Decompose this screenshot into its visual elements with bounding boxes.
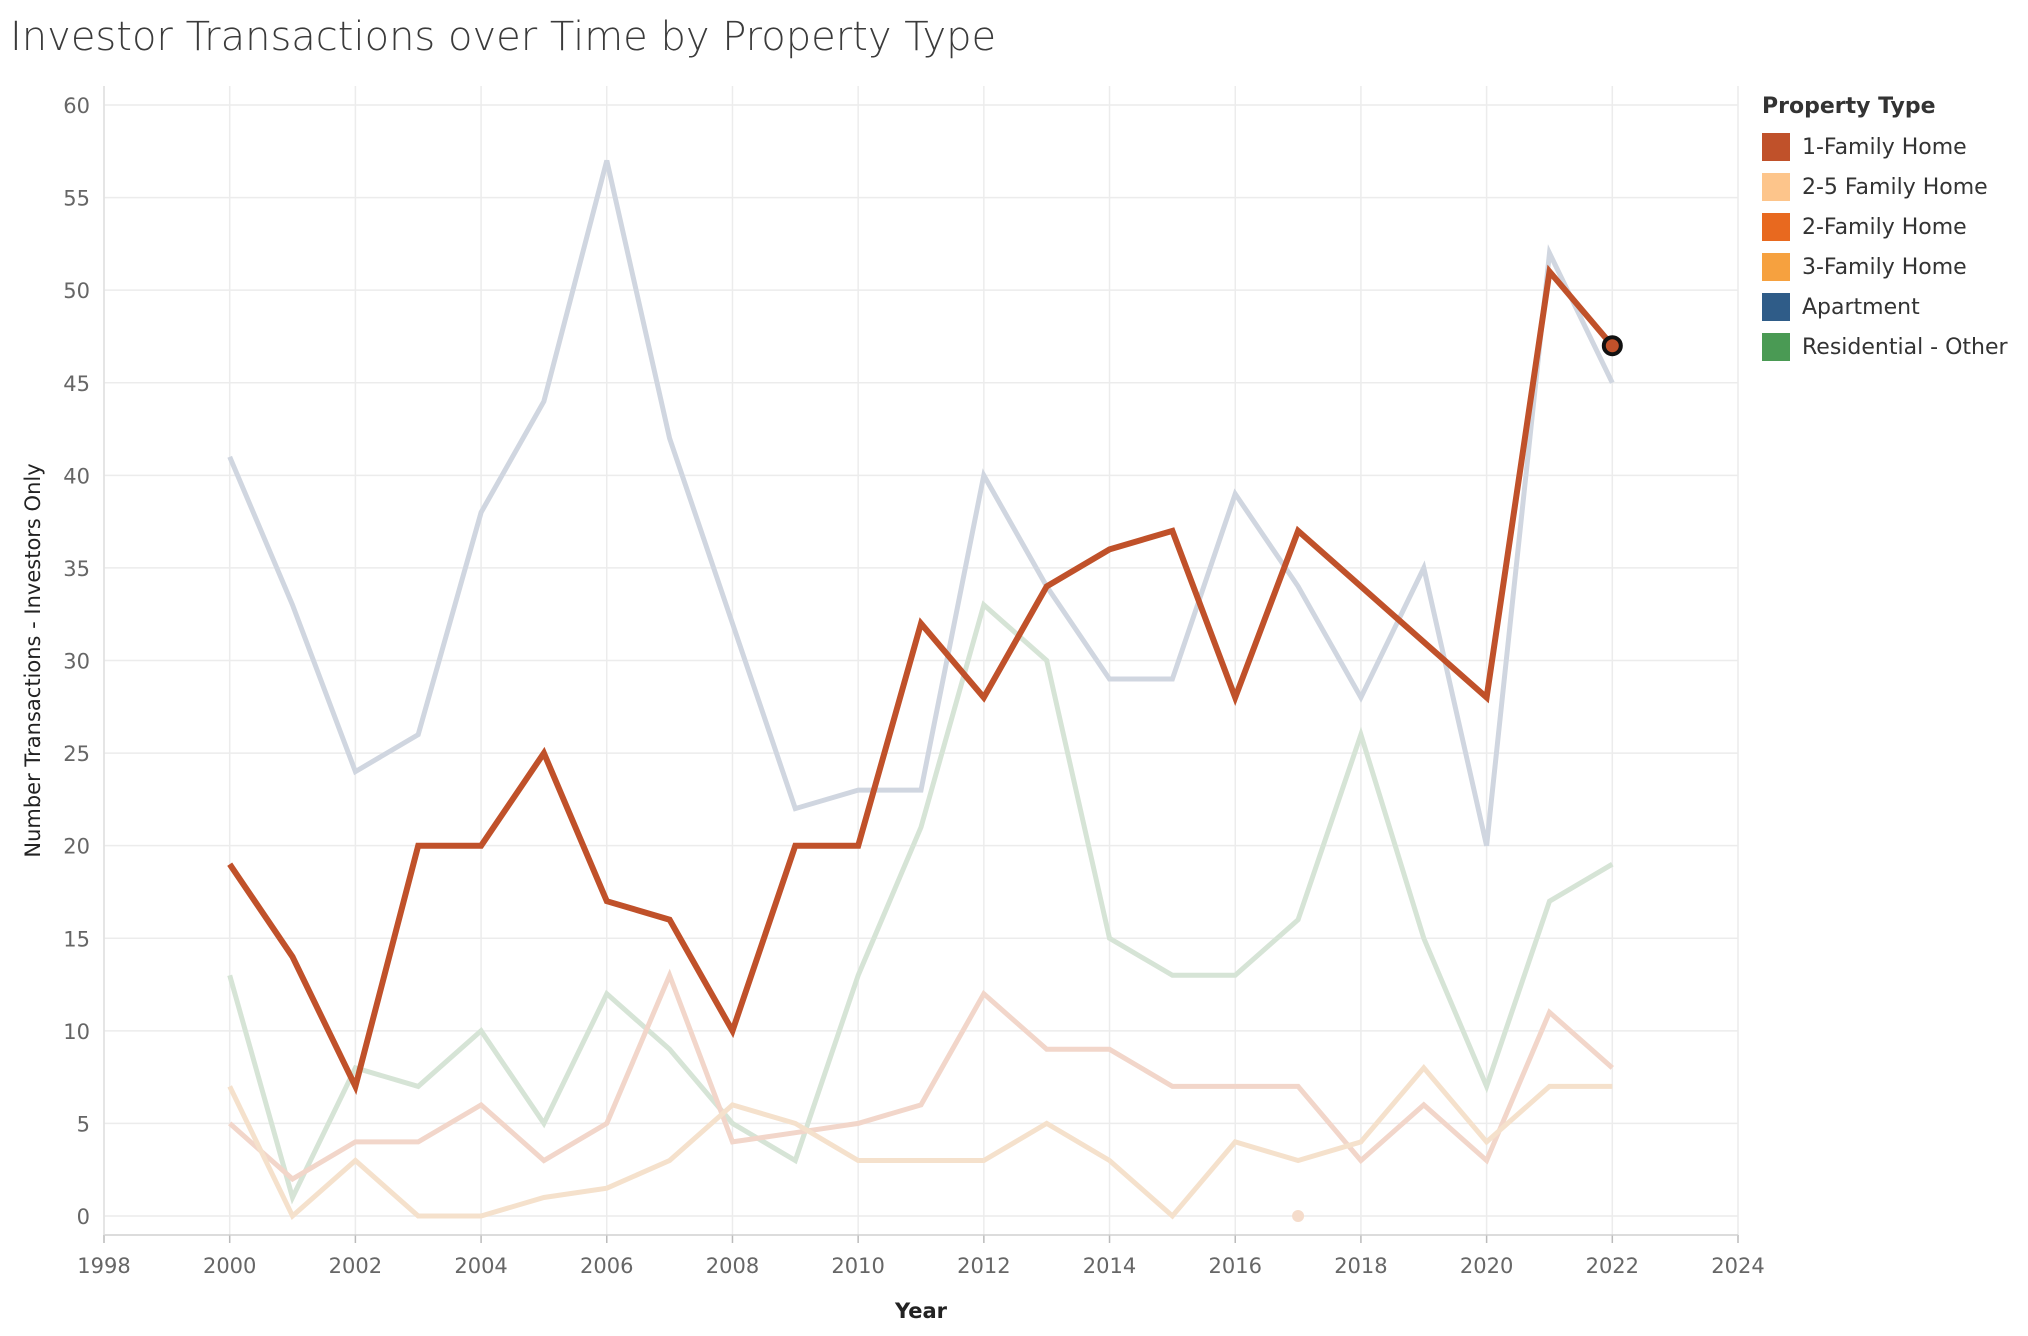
axes: 0 5 10 15 20 25 30 35 40 45 50 55 60 1998 2000 2002 2004… <box>63 86 1765 1278</box>
x-tick-label: 2000 <box>203 1254 256 1278</box>
y-tick-label: 50 <box>63 279 90 303</box>
y-tick-label: 35 <box>63 557 90 581</box>
series-markers <box>1292 335 1623 1222</box>
y-tick-label: 25 <box>63 742 90 766</box>
legend-label: Residential - Other <box>1802 334 2008 360</box>
y-tick-label: 0 <box>77 1205 90 1229</box>
legend-swatch <box>1762 253 1790 281</box>
x-tick-label: 2020 <box>1460 1254 1513 1278</box>
y-tick-label: 30 <box>63 650 90 674</box>
x-tick-label: 2022 <box>1586 1254 1639 1278</box>
y-tick-label: 10 <box>63 1020 90 1044</box>
legend-swatch <box>1762 133 1790 161</box>
legend-label: 2-5 Family Home <box>1802 174 1988 200</box>
legend-swatch <box>1762 213 1790 241</box>
gridlines <box>103 86 1739 1235</box>
legend-item[interactable]: 1-Family Home <box>1762 127 2024 167</box>
y-tick-label: 45 <box>63 372 90 396</box>
x-tick-label: 2012 <box>957 1254 1010 1278</box>
legend-swatch <box>1762 333 1790 361</box>
x-tick-label: 2008 <box>706 1254 759 1278</box>
series-line-highlighted[interactable] <box>227 264 1615 1096</box>
legend: Property Type 1-Family Home 2-5 Family Ho… <box>1762 94 2024 367</box>
series-line-dimmed[interactable] <box>227 600 1614 1205</box>
y-tick-label: 40 <box>63 464 90 488</box>
legend-item[interactable]: 2-5 Family Home <box>1762 167 2024 207</box>
legend-label: 2-Family Home <box>1802 214 1967 240</box>
x-tick-label: 2014 <box>1083 1254 1136 1278</box>
legend-label: 3-Family Home <box>1802 254 1967 280</box>
series-line-dimmed[interactable] <box>228 968 1614 1183</box>
legend-swatch <box>1762 173 1790 201</box>
legend-item[interactable]: 3-Family Home <box>1762 247 2024 287</box>
x-tick-label: 2024 <box>1711 1254 1764 1278</box>
y-tick-label: 5 <box>77 1112 90 1136</box>
legend-title: Property Type <box>1762 94 1936 119</box>
series-end-marker[interactable] <box>1601 335 1623 357</box>
x-tick-label: 2006 <box>580 1254 633 1278</box>
y-tick-label: 20 <box>63 835 90 859</box>
y-tick-label: 60 <box>63 94 90 118</box>
chart-title: Investor Transactions over Time by Prope… <box>10 14 997 60</box>
series-line-dimmed[interactable] <box>227 159 1615 847</box>
y-tick-label: 55 <box>63 187 90 211</box>
y-axis-title: Number Transactions - Investors Only <box>21 463 45 857</box>
legend-label: Apartment <box>1802 294 1920 320</box>
series-point[interactable] <box>1292 1210 1305 1222</box>
x-tick-label: 2016 <box>1209 1254 1262 1278</box>
x-tick-label: 2004 <box>454 1254 507 1278</box>
x-tick-label: 2002 <box>329 1254 382 1278</box>
legend-item[interactable]: Apartment <box>1762 287 2024 327</box>
legend-item[interactable]: Residential - Other <box>1762 327 2024 367</box>
legend-item[interactable]: 2-Family Home <box>1762 207 2024 247</box>
series-lines <box>227 159 1615 1221</box>
legend-label: 1-Family Home <box>1802 134 1967 160</box>
x-tick-label: 2018 <box>1334 1254 1387 1278</box>
y-tick-label: 15 <box>63 927 90 951</box>
x-tick-label: 1998 <box>77 1254 130 1278</box>
x-axis-title: Year <box>894 1299 948 1323</box>
legend-items: 1-Family Home 2-5 Family Home 2-Family Hom… <box>1762 127 2024 367</box>
legend-swatch <box>1762 293 1790 321</box>
series-line-dimmed[interactable] <box>227 1064 1613 1221</box>
x-tick-label: 2010 <box>831 1254 884 1278</box>
